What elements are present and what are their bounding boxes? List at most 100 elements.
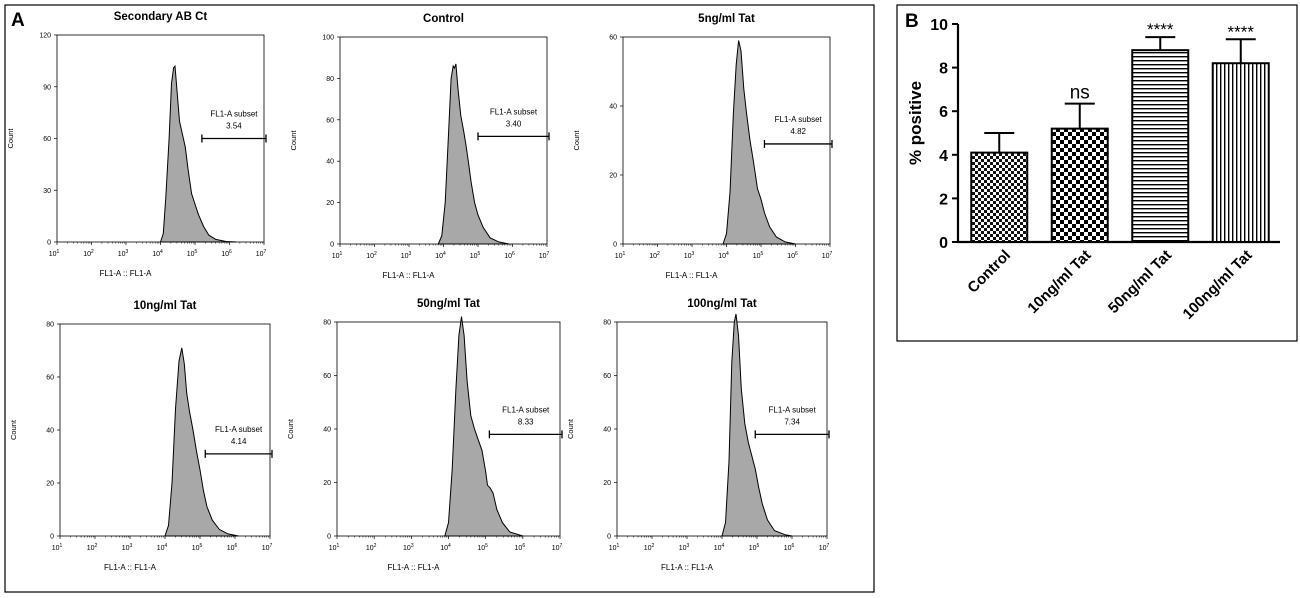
x-tick-label: 106 xyxy=(227,543,238,552)
panel-b-letter: B xyxy=(905,11,919,32)
x-axis-label: FL1-A :: FL1-A xyxy=(665,271,718,280)
gate-value: 4.14 xyxy=(231,437,247,446)
x-tick-label: 103 xyxy=(401,251,412,260)
y-axis-label: Count xyxy=(286,418,295,439)
histogram-curve xyxy=(164,347,239,537)
x-tick-label: 104 xyxy=(152,249,163,258)
y-tick-label: 20 xyxy=(603,480,611,487)
y-tick-label: 20 xyxy=(323,480,331,487)
bar xyxy=(1131,49,1190,243)
bar xyxy=(1050,127,1109,243)
gate-label: FL1-A subset xyxy=(215,425,263,434)
histogram-title: Secondary AB Ct xyxy=(114,11,208,23)
x-tick-label: 107 xyxy=(819,543,830,552)
gate-label: FL1-A subset xyxy=(490,107,538,116)
x-tick-label: 105 xyxy=(192,543,203,552)
y-tick-label: 0 xyxy=(327,534,331,541)
x-tick-label: 102 xyxy=(366,251,377,260)
x-tick-label: 105 xyxy=(753,251,764,260)
x-tick-label: 103 xyxy=(122,543,133,552)
histogram-curve xyxy=(159,64,237,243)
x-axis-label: FL1-A :: FL1-A xyxy=(387,563,440,572)
bar-y-tick-label: 0 xyxy=(939,235,948,252)
x-tick-label: 107 xyxy=(256,249,267,258)
y-tick-label: 40 xyxy=(323,427,331,434)
histogram-1: Secondary AB Ct 0 30 60 90 120 101 102 103 104 105… xyxy=(6,11,267,278)
bar-category-label: 100ng/ml Tat xyxy=(1179,247,1255,323)
bar-chart: 0 2 4 6 8 10 % positive Control ns 10ng/ml Tat ***… xyxy=(906,17,1280,323)
gate-value: 8.33 xyxy=(518,417,534,426)
bar-y-tick-label: 6 xyxy=(939,104,948,121)
bar xyxy=(1211,62,1270,243)
significance-label: **** xyxy=(1147,20,1174,39)
histogram-3: 5ng/ml Tat 0 20 40 60 101 102 103 104 105 106 107 FL… xyxy=(572,13,833,280)
histogram-panels: Secondary AB Ct 0 30 60 90 120 101 102 103 104 105… xyxy=(6,11,833,572)
plot-frame xyxy=(622,36,831,245)
y-tick-label: 0 xyxy=(47,240,51,247)
x-tick-label: 104 xyxy=(440,543,451,552)
histogram-title: 50ng/ml Tat xyxy=(417,298,480,310)
y-tick-label: 40 xyxy=(46,428,54,435)
x-tick-label: 102 xyxy=(366,543,377,552)
bar-y-tick-label: 4 xyxy=(939,148,948,165)
x-tick-label: 105 xyxy=(749,543,760,552)
x-tick-label: 107 xyxy=(552,543,563,552)
x-tick-label: 107 xyxy=(262,543,273,552)
y-tick-label: 60 xyxy=(326,117,334,124)
x-tick-label: 104 xyxy=(157,543,168,552)
gate-value: 3.54 xyxy=(226,122,242,131)
x-tick-label: 102 xyxy=(87,543,98,552)
histogram-curve xyxy=(437,63,510,245)
gate-value: 7.34 xyxy=(784,417,800,426)
histogram-title: 5ng/ml Tat xyxy=(698,13,755,25)
histogram-curve xyxy=(721,313,793,537)
x-tick-label: 104 xyxy=(435,251,446,260)
y-tick-label: 0 xyxy=(607,534,611,541)
x-tick-label: 103 xyxy=(679,543,690,552)
histogram-title: 100ng/ml Tat xyxy=(687,298,757,310)
panel-a-frame xyxy=(4,4,875,593)
y-tick-label: 120 xyxy=(39,33,51,40)
x-tick-label: 107 xyxy=(539,251,550,260)
x-tick-label: 103 xyxy=(118,249,129,258)
bar-y-tick-label: 2 xyxy=(939,191,948,208)
x-axis-label: FL1-A :: FL1-A xyxy=(661,563,714,572)
y-tick-label: 60 xyxy=(323,373,331,380)
y-tick-label: 40 xyxy=(609,104,617,111)
x-tick-label: 103 xyxy=(403,543,414,552)
x-tick-label: 106 xyxy=(221,249,232,258)
x-tick-label: 105 xyxy=(470,251,481,260)
significance-label: **** xyxy=(1228,22,1255,41)
significance-label: ns xyxy=(1070,83,1090,104)
gate-label: FL1-A subset xyxy=(769,405,817,414)
plot-frame xyxy=(336,321,561,537)
y-tick-label: 30 xyxy=(43,188,51,195)
x-tick-label: 101 xyxy=(329,543,340,552)
y-tick-label: 80 xyxy=(603,320,611,327)
bar-y-tick-label: 8 xyxy=(939,61,948,78)
bar-category-label: Control xyxy=(964,247,1014,297)
y-tick-label: 0 xyxy=(330,242,334,249)
y-tick-label: 40 xyxy=(326,159,334,166)
panel-b-frame xyxy=(896,4,1298,342)
bar-y-axis-label: % positive xyxy=(906,81,925,165)
x-tick-label: 106 xyxy=(504,251,515,260)
plot-frame xyxy=(616,321,828,537)
y-tick-label: 60 xyxy=(603,373,611,380)
x-tick-label: 102 xyxy=(83,249,94,258)
histogram-4: 10ng/ml Tat 0 20 40 60 80 101 102 103 104 105 106 10… xyxy=(9,300,273,572)
x-tick-label: 104 xyxy=(718,251,729,260)
y-tick-label: 100 xyxy=(322,35,334,42)
y-tick-label: 60 xyxy=(43,136,51,143)
x-tick-label: 101 xyxy=(609,543,620,552)
x-tick-label: 105 xyxy=(477,543,488,552)
y-tick-label: 80 xyxy=(46,322,54,329)
y-axis-label: Count xyxy=(6,128,15,149)
y-axis-label: Count xyxy=(9,419,18,440)
y-tick-label: 60 xyxy=(46,375,54,382)
gate-label: FL1-A subset xyxy=(210,110,258,119)
x-axis-label: FL1-A :: FL1-A xyxy=(99,269,152,278)
y-tick-label: 60 xyxy=(609,35,617,42)
y-tick-label: 80 xyxy=(326,76,334,83)
